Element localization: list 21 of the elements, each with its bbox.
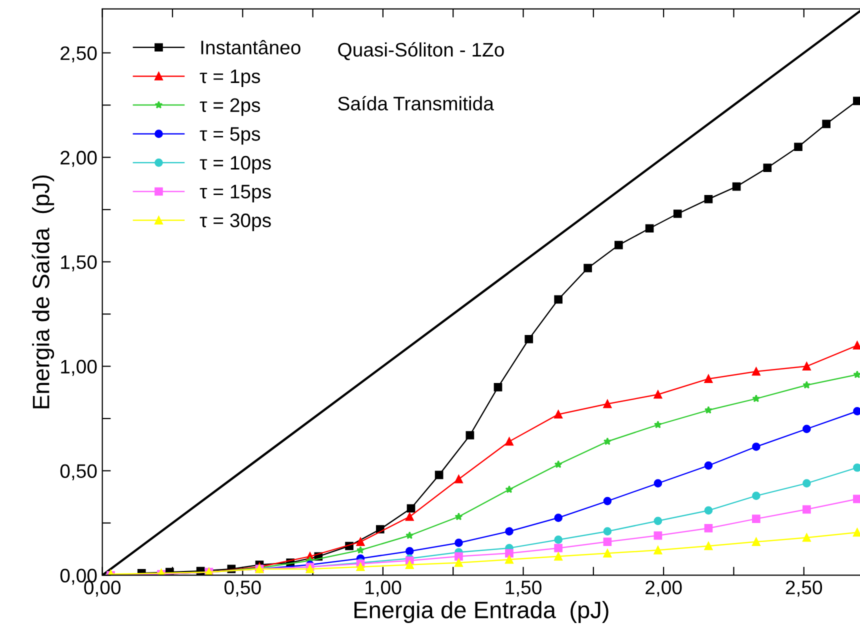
x-axis-title: Energia de Entrada (pJ) bbox=[354, 600, 608, 624]
annotation: Saída Transmitida bbox=[338, 96, 494, 110]
y-tick-label: 0,50 bbox=[60, 464, 97, 480]
x-tick-label: 1,50 bbox=[506, 580, 542, 597]
legend-label: τ = 1ps bbox=[200, 70, 260, 88]
y-tick-label: 1,50 bbox=[61, 255, 97, 272]
legend-label: τ = 5ps bbox=[200, 127, 260, 145]
y-tick-label: 2,50 bbox=[60, 46, 97, 62]
x-tick-label: 1,00 bbox=[366, 580, 402, 597]
y-tick-label: 2,00 bbox=[60, 150, 97, 167]
legend-label: τ = 15ps bbox=[200, 184, 271, 202]
x-tick-label: 2,00 bbox=[646, 580, 682, 597]
legend-label: τ = 2ps bbox=[200, 98, 260, 116]
legend-label: Instantâneo bbox=[201, 40, 300, 54]
y-tick-label: 1,00 bbox=[61, 360, 97, 376]
legend-label: τ = 10ps bbox=[200, 156, 271, 174]
x-tick-label: 2,50 bbox=[786, 580, 822, 597]
y-axis-title: Energia de Saída (pJ) bbox=[32, 175, 54, 408]
legend-label: τ = 30ps bbox=[200, 214, 271, 232]
annotation: Quasi-Sóliton - 1Zo bbox=[338, 42, 504, 60]
x-tick-label: 0,50 bbox=[224, 580, 261, 597]
